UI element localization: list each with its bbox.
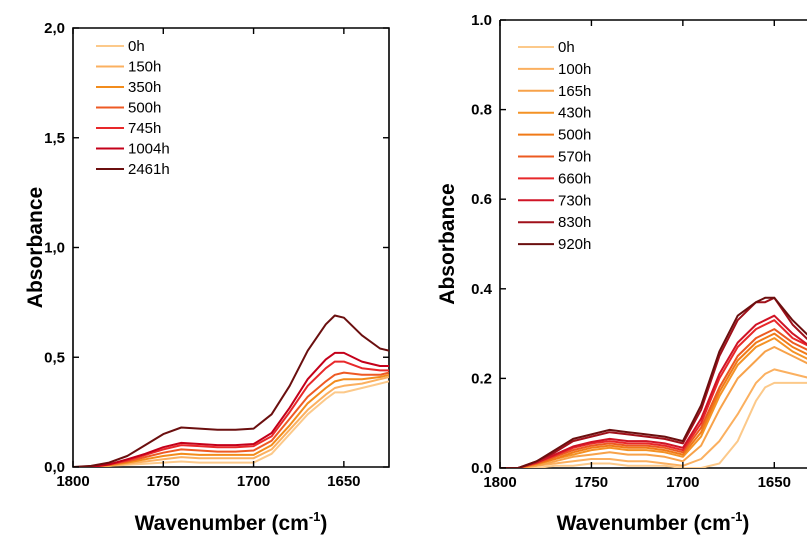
y-tick-label: 0.2 <box>471 370 492 387</box>
left-chart: 1800 1750 1700 1650 0,0 0,5 1,0 1,5 2,0 Absorbanc… <box>24 20 390 535</box>
x-tick-label: 1750 <box>575 474 608 491</box>
x-tick-label: 1700 <box>666 474 699 491</box>
y-tick-label: 1,5 <box>44 130 65 147</box>
x-axis-title: Wavenumber (cm-1) <box>557 509 750 535</box>
y-axis-title: Absorbance <box>24 187 47 308</box>
series-line-0h <box>73 380 389 467</box>
series-line-1004h <box>73 351 389 467</box>
legend-label: 100h <box>558 61 591 78</box>
legend-label: 745h <box>128 120 161 137</box>
y-axis-title: Absorbance <box>436 183 459 304</box>
y-tick-label: 0.8 <box>471 102 492 119</box>
legend: 0h 100h 165h 430h 500h 570h 660h 730h 830h 920h <box>518 39 591 253</box>
legend-label: 430h <box>558 105 591 122</box>
x-tick-label: 1800 <box>483 474 516 491</box>
series-line-500h <box>73 371 389 467</box>
series-line-350h <box>73 373 389 467</box>
x-tick-label: 1650 <box>758 474 791 491</box>
x-tick-label: 1700 <box>237 473 270 490</box>
legend-label: 730h <box>558 192 591 209</box>
series-line-100h <box>500 368 807 468</box>
legend-label: 350h <box>128 79 161 96</box>
legend-label: 570h <box>558 149 591 166</box>
series-line-165h <box>500 346 807 468</box>
y-tick-label: 2,0 <box>44 20 65 37</box>
series-line-150h <box>73 376 389 467</box>
series-line-570h <box>500 328 807 468</box>
x-tick-label: 1800 <box>56 473 89 490</box>
legend-label: 165h <box>558 83 591 100</box>
legend-label: 500h <box>558 127 591 144</box>
right-chart: 1800 1750 1700 1650 0.0 0.2 0.4 0.6 0.8 1.0 Absorb… <box>436 12 807 535</box>
y-tick-label: 0,0 <box>44 459 65 476</box>
legend-label: 150h <box>128 59 161 76</box>
legend-label: 0h <box>558 39 575 56</box>
series-line-2461h <box>73 314 389 467</box>
axes-frame <box>72 27 390 468</box>
y-tick-label: 0.0 <box>471 460 492 477</box>
series-line-920h <box>500 296 807 468</box>
y-tick-label: 0.4 <box>471 281 493 298</box>
y-tick-label: 0,5 <box>44 349 65 366</box>
legend-label: 1004h <box>128 141 170 158</box>
series-lines <box>500 296 807 468</box>
x-tick-label: 1650 <box>327 473 360 490</box>
x-tick-label: 1750 <box>147 473 180 490</box>
legend-label: 920h <box>558 236 591 253</box>
legend: 0h 150h 350h 500h 745h 1004h 2461h <box>96 38 170 178</box>
series-lines <box>73 314 389 467</box>
x-axis-title: Wavenumber (cm-1) <box>135 509 328 535</box>
series-line-730h <box>500 314 807 468</box>
legend-label: 660h <box>558 170 591 187</box>
y-tick-label: 0.6 <box>471 191 492 208</box>
legend-label: 2461h <box>128 161 170 178</box>
legend-label: 830h <box>558 214 591 231</box>
y-tick-label: 1.0 <box>471 12 492 29</box>
y-tick-label: 1,0 <box>44 240 65 257</box>
series-line-500h <box>500 332 807 468</box>
series-line-745h <box>73 360 389 467</box>
legend-label: 0h <box>128 38 145 55</box>
legend-label: 500h <box>128 100 161 117</box>
series-line-0h <box>500 381 807 468</box>
